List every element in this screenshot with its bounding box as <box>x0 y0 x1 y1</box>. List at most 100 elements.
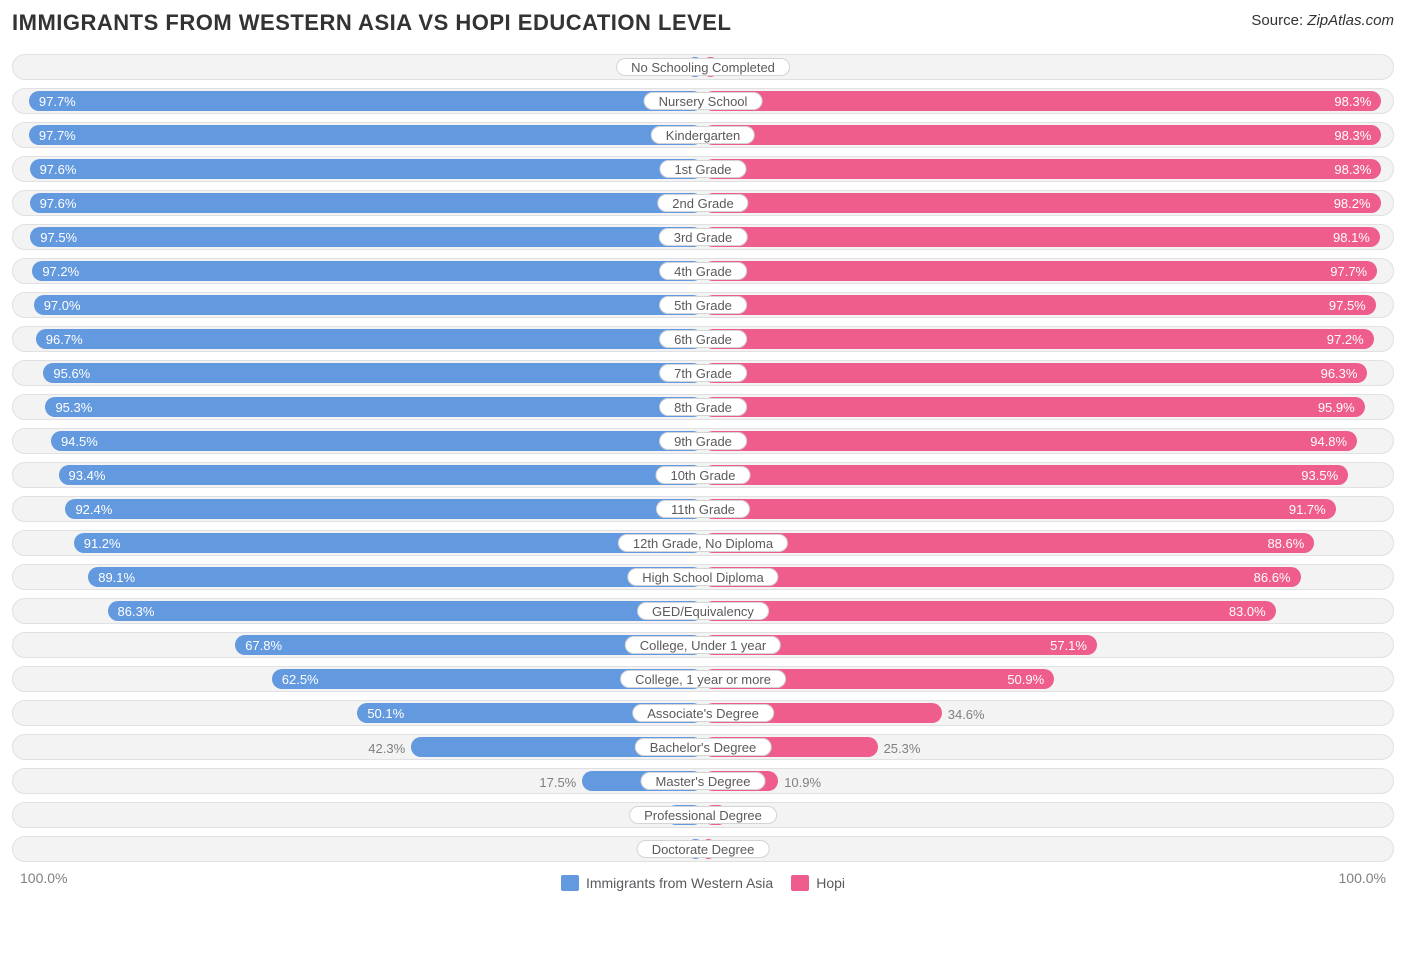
category-label: 4th Grade <box>659 262 747 280</box>
bar-value-left: 94.5% <box>51 434 108 449</box>
chart-row: 97.5%98.1%3rd Grade <box>12 224 1394 250</box>
bar-value-right: 88.6% <box>1257 536 1314 551</box>
category-label: Bachelor's Degree <box>635 738 772 756</box>
bar-value-right: 10.9% <box>778 769 821 795</box>
legend-label-right: Hopi <box>816 875 845 891</box>
category-label: 2nd Grade <box>657 194 748 212</box>
bar-value-left: 89.1% <box>88 570 145 585</box>
bar-value-left: 86.3% <box>108 604 165 619</box>
bar-value-right: 98.2% <box>1324 196 1381 211</box>
axis-max-right: 100.0% <box>1339 870 1386 886</box>
chart-row: 97.6% 98.2% 2nd Grade <box>12 190 1394 216</box>
bar-right: 93.5% <box>703 465 1348 485</box>
legend-swatch-right <box>791 875 809 891</box>
chart-row: 50.1%34.6%Associate's Degree <box>12 700 1394 726</box>
legend-item-left: Immigrants from Western Asia <box>561 875 773 891</box>
chart-row: 17.5% 10.9% Master's Degree <box>12 768 1394 794</box>
chart-row: 94.5% 94.8% 9th Grade <box>12 428 1394 454</box>
bar-value-right: 91.7% <box>1279 502 1336 517</box>
category-label: Professional Degree <box>629 806 777 824</box>
chart-row: 97.2% 97.7% 4th Grade <box>12 258 1394 284</box>
chart-row: 67.8%57.1%College, Under 1 year <box>12 632 1394 658</box>
category-label: GED/Equivalency <box>637 602 769 620</box>
bar-left: 89.1% <box>88 567 703 587</box>
chart-row: 42.3%25.3%Bachelor's Degree <box>12 734 1394 760</box>
bar-value-left: 95.3% <box>45 400 102 415</box>
bar-value-right: 98.1% <box>1323 230 1380 245</box>
chart-row: 5.4%3.6%Professional Degree <box>12 802 1394 828</box>
bar-right: 83.0% <box>703 601 1276 621</box>
bar-right: 98.3% <box>703 125 1381 145</box>
category-label: 8th Grade <box>659 398 747 416</box>
bar-value-right: 95.9% <box>1308 400 1365 415</box>
bar-value-right: 96.3% <box>1311 366 1368 381</box>
category-label: No Schooling Completed <box>616 58 790 76</box>
legend-swatch-left <box>561 875 579 891</box>
bar-left: 95.6% <box>43 363 703 383</box>
bar-left: 86.3% <box>108 601 703 621</box>
bar-value-left: 91.2% <box>74 536 131 551</box>
chart-row: 89.1%86.6%High School Diploma <box>12 564 1394 590</box>
bar-value-left: 97.2% <box>32 264 89 279</box>
bar-value-left: 93.4% <box>59 468 116 483</box>
bar-value-left: 95.6% <box>43 366 100 381</box>
bar-right: 97.2% <box>703 329 1374 349</box>
bar-value-left: 97.7% <box>29 94 86 109</box>
bar-left: 97.6% <box>30 159 703 179</box>
bar-value-left: 62.5% <box>272 672 329 687</box>
chart-row: 96.7%97.2%6th Grade <box>12 326 1394 352</box>
bar-left: 93.4% <box>59 465 703 485</box>
chart-row: 2.2%1.6%Doctorate Degree <box>12 836 1394 862</box>
category-label: 1st Grade <box>659 160 746 178</box>
category-label: 9th Grade <box>659 432 747 450</box>
bar-value-left: 50.1% <box>357 706 414 721</box>
chart-row: 95.6% 96.3% 7th Grade <box>12 360 1394 386</box>
bar-value-right: 97.5% <box>1319 298 1376 313</box>
chart-row: 2.3%2.2%No Schooling Completed <box>12 54 1394 80</box>
bar-value-right: 98.3% <box>1324 162 1381 177</box>
chart-row: 91.2%88.6%12th Grade, No Diploma <box>12 530 1394 556</box>
bar-left: 97.6% <box>30 193 703 213</box>
chart-row: 95.3% 95.9% 8th Grade <box>12 394 1394 420</box>
source-label: Source: <box>1251 12 1303 29</box>
bar-value-left: 96.7% <box>36 332 93 347</box>
chart-row: 97.7%98.3%Kindergarten <box>12 122 1394 148</box>
chart-row: 97.7%98.3%Nursery School <box>12 88 1394 114</box>
bar-left: 95.3% <box>45 397 703 417</box>
bar-value-left: 67.8% <box>235 638 292 653</box>
category-label: College, 1 year or more <box>620 670 786 688</box>
chart-footer: 100.0% Immigrants from Western Asia Hopi… <box>12 870 1394 896</box>
bar-left: 91.2% <box>74 533 703 553</box>
bar-value-left: 92.4% <box>65 502 122 517</box>
bar-value-right: 34.6% <box>942 701 985 727</box>
category-label: 7th Grade <box>659 364 747 382</box>
bar-right: 88.6% <box>703 533 1314 553</box>
bar-value-right: 97.7% <box>1320 264 1377 279</box>
category-label: Master's Degree <box>641 772 766 790</box>
bar-value-right: 94.8% <box>1300 434 1357 449</box>
legend-item-right: Hopi <box>791 875 845 891</box>
chart-header: IMMIGRANTS FROM WESTERN ASIA VS HOPI EDU… <box>12 10 1394 36</box>
bar-value-left: 17.5% <box>539 769 582 795</box>
category-label: 3rd Grade <box>659 228 748 246</box>
bar-value-right: 98.3% <box>1324 128 1381 143</box>
bar-value-left: 97.6% <box>30 162 87 177</box>
category-label: 11th Grade <box>656 500 750 518</box>
category-label: College, Under 1 year <box>625 636 781 654</box>
bar-right: 98.3% <box>703 159 1381 179</box>
chart-source: Source: ZipAtlas.com <box>1251 12 1394 29</box>
category-label: Nursery School <box>644 92 763 110</box>
chart-row: 86.3% 83.0%GED/Equivalency <box>12 598 1394 624</box>
category-label: 10th Grade <box>655 466 750 484</box>
bar-left: 97.7% <box>29 125 703 145</box>
bar-value-left: 97.7% <box>29 128 86 143</box>
chart-row: 62.5%50.9%College, 1 year or more <box>12 666 1394 692</box>
bar-value-left: 97.0% <box>34 298 91 313</box>
bar-right: 86.6% <box>703 567 1301 587</box>
bar-value-right: 86.6% <box>1244 570 1301 585</box>
bar-value-left: 42.3% <box>368 735 411 761</box>
chart-row: 97.0%97.5%5th Grade <box>12 292 1394 318</box>
bar-right: 97.7% <box>703 261 1377 281</box>
bar-value-right: 97.2% <box>1317 332 1374 347</box>
bar-value-right: 93.5% <box>1291 468 1348 483</box>
